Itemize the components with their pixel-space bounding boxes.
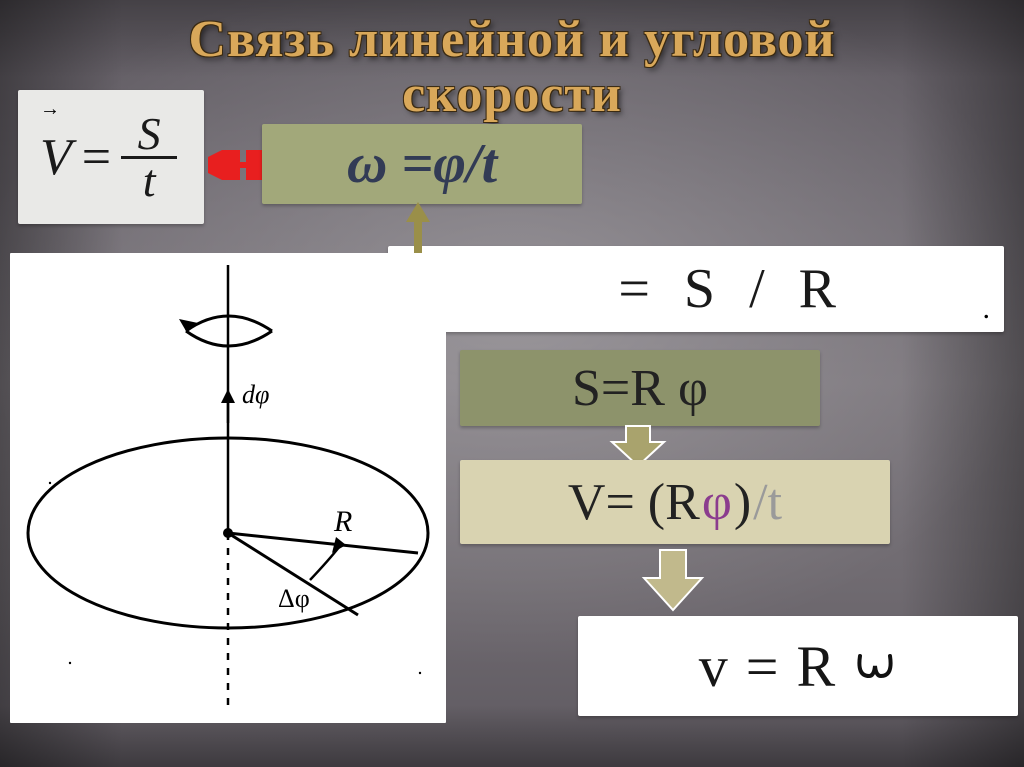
symbol-eq: =: [618, 257, 650, 321]
suffix: ): [734, 473, 751, 532]
equation-v-eq-r-omega: v = R: [578, 616, 1018, 716]
equation-text: φ = S / R: [388, 246, 1004, 332]
symbol-omega: [853, 633, 897, 700]
block-arrow-down-icon: [640, 548, 706, 612]
symbol-eq: =: [746, 633, 779, 700]
symbol-S: S: [684, 257, 715, 321]
symbol-R: R: [799, 257, 836, 321]
equation-phi-eq-s-over-r: φ = S / R .: [388, 246, 1004, 332]
symbol-eq: =: [82, 128, 111, 187]
equation-text: ω =φ/t: [262, 124, 582, 204]
symbol-V: V: [40, 128, 72, 187]
symbol-R: R: [797, 633, 836, 700]
symbol-S: S: [132, 112, 167, 156]
slash-t: /t: [753, 473, 782, 532]
circular-motion-diagram: dφ R Δφ: [10, 253, 446, 723]
svg-text:dφ: dφ: [242, 380, 269, 409]
equation-omega-eq-phi-over-t: ω =φ/t: [262, 124, 582, 204]
equation-text: V = S t: [40, 102, 188, 212]
svg-text:R: R: [333, 505, 352, 538]
symbol-v: v: [699, 633, 728, 700]
equation-v-eq-s-over-t: → V = S t: [18, 90, 204, 224]
equation-text: v = R: [578, 616, 1018, 716]
equation-v-eq-r-phi-over-t: V= (R φ ) /t: [460, 460, 890, 544]
svg-text:Δφ: Δφ: [278, 584, 310, 613]
symbol-phi: φ: [702, 473, 732, 532]
equation-s-eq-r-phi: S=R φ: [460, 350, 820, 426]
equation-text: S=R φ: [460, 350, 820, 426]
symbol-t: t: [137, 159, 162, 203]
symbol-slash: /: [749, 257, 765, 321]
prefix: V= (R: [568, 473, 700, 532]
period: .: [983, 292, 991, 326]
equation-text: V= (R φ ) /t: [460, 460, 890, 544]
